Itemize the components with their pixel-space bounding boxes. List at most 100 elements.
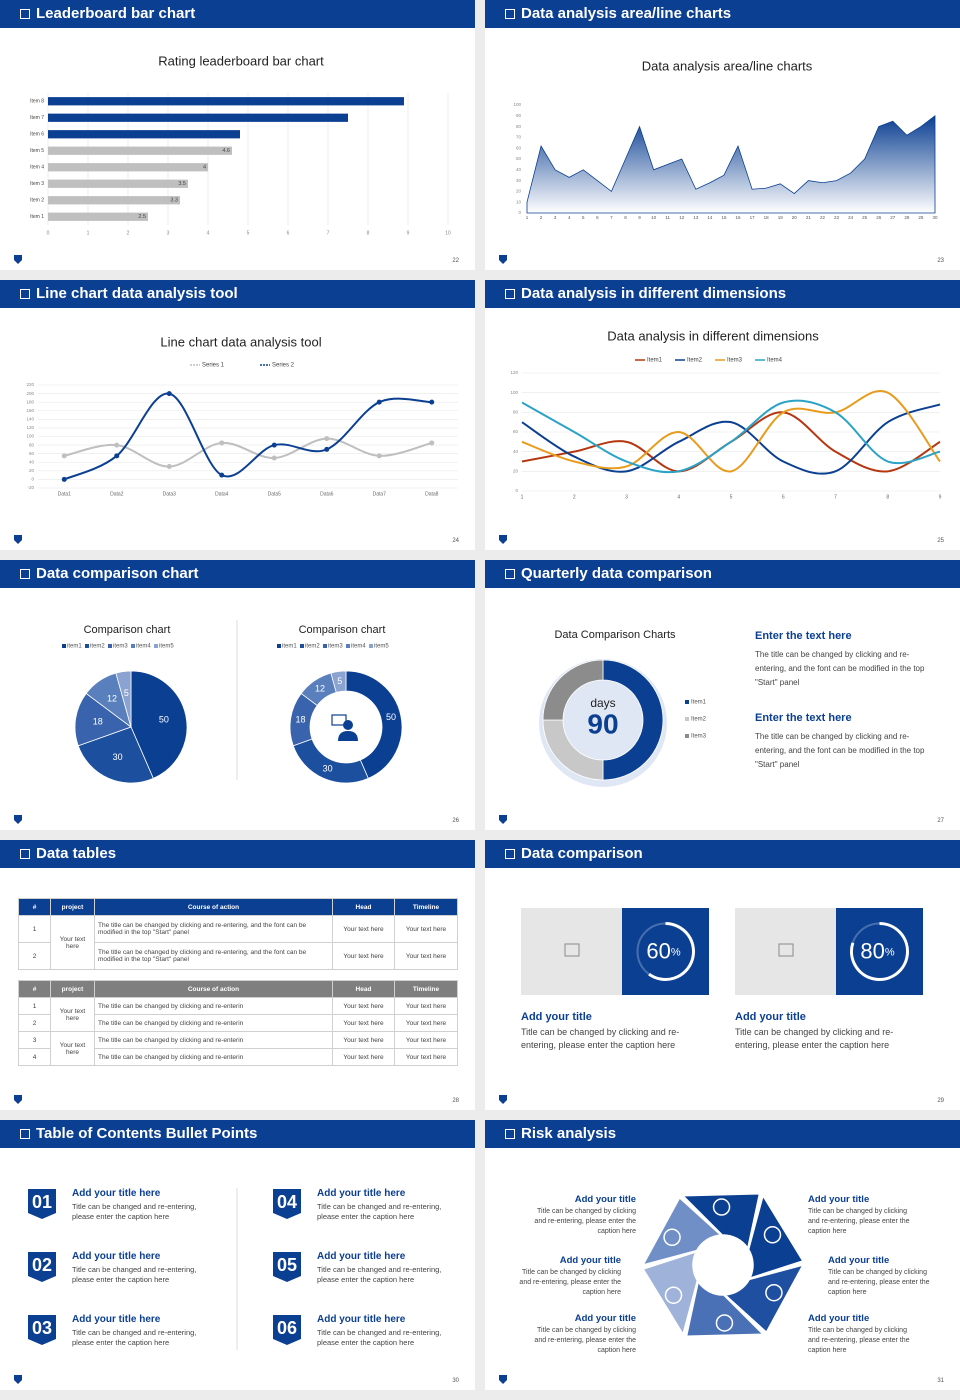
point [114, 442, 120, 448]
page-number: 26 [452, 818, 459, 824]
bar [48, 146, 232, 155]
x-tick-label: 26 [876, 215, 882, 220]
x-tick-label: 28 [904, 215, 910, 220]
column-header: Head [332, 980, 395, 998]
card-caption: Title can be changed by clicking and re-… [735, 1027, 894, 1050]
number-badge [273, 1189, 301, 1219]
slice-label: 30 [323, 764, 333, 774]
y-tick-label: 90 [516, 113, 522, 118]
slide-header: Data comparison [485, 840, 960, 868]
bar [48, 97, 404, 106]
slice [330, 670, 347, 693]
risk-caption: Title can be changed by clicking and re-… [828, 1269, 930, 1296]
card-caption: Title can be changed by clicking and re-… [521, 1027, 680, 1050]
x-tick-label: 12 [679, 215, 685, 220]
data-table: # project Course of action Head Timeline 1 You… [18, 980, 458, 1066]
icon-part [331, 714, 347, 726]
row: 4 The title can be changed by clicking an… [18, 1048, 458, 1066]
slide: Risk analysis 31 Add your title Title can b… [485, 1120, 960, 1390]
risk-segment [641, 1250, 699, 1337]
item-title: Add your title here [72, 1314, 161, 1325]
x-tick-label: Data1 [58, 491, 72, 497]
percent-value: 80 [860, 938, 884, 963]
y-tick-label: 20 [29, 468, 35, 473]
legend-label: item2 [305, 644, 320, 650]
slice-label: 12 [315, 683, 325, 693]
slide: 01 02 03 04 05 06 Table of Contents Bullet Poi… [0, 1120, 475, 1390]
slide: Data tables 28 # project Course of action Hea… [0, 840, 475, 1110]
bar [48, 130, 240, 139]
slice [345, 670, 403, 779]
column-header: Timeline [394, 898, 458, 916]
legend-swatch [108, 644, 112, 648]
x-tick-label: 1 [521, 494, 524, 500]
image-placeholder [735, 908, 836, 995]
slice [542, 659, 604, 721]
row: 1 Your text here The title can be changed … [18, 997, 458, 1032]
x-tick-label: Data2 [110, 491, 124, 497]
y-tick-label: 120 [510, 370, 518, 375]
slide-header: Table of Contents Bullet Points [0, 1120, 475, 1148]
x-tick-label: 3 [625, 494, 628, 500]
legend-label: Series 1 [202, 363, 225, 369]
column-header: # [18, 898, 51, 916]
legend-label: item1 [282, 644, 297, 650]
cell: Your text here [394, 942, 458, 970]
x-tick-label: 5 [247, 230, 250, 236]
cell: 2 [18, 1014, 51, 1032]
value-label: 3.5 [178, 181, 186, 187]
x-tick-label: 7 [834, 494, 837, 500]
legend-label: item3 [328, 644, 343, 650]
logo [14, 255, 22, 264]
cell: Your text here [50, 997, 95, 1032]
center-label: days [590, 696, 615, 710]
legend-label: Item2 [687, 358, 703, 364]
risk-segment [747, 1193, 805, 1280]
x-tick-label: 10 [651, 215, 657, 220]
legend-label: item5 [374, 644, 389, 650]
y-tick-label: 20 [513, 469, 519, 474]
cell: Your text here [394, 915, 458, 943]
x-tick-label: 6 [782, 494, 785, 500]
risk-segment [685, 1280, 765, 1337]
slice-label: 50 [386, 712, 396, 722]
item-number: 04 [277, 1192, 297, 1212]
legend-label: item4 [136, 644, 151, 650]
slice [130, 670, 188, 779]
risk-icon [715, 1314, 734, 1332]
x-tick-label: 21 [806, 215, 812, 220]
item-caption: Title can be changed and re-entering, pl… [72, 1265, 197, 1284]
y-tick-label: 50 [516, 156, 522, 161]
point [324, 436, 330, 442]
slide-graphics: Data analysis area/line charts 0 10 20 30 40 5… [499, 58, 938, 264]
x-tick-label: 5 [730, 494, 733, 500]
block-title: Enter the text here [755, 630, 852, 642]
chart-title: Comparison chart [299, 624, 386, 636]
legend-swatch [685, 734, 689, 738]
progress-arc [648, 922, 695, 981]
item-number: 01 [32, 1192, 52, 1212]
number-badge [28, 1315, 56, 1345]
point [219, 440, 225, 446]
legend-label: item5 [159, 644, 174, 650]
value-label: 4 [203, 165, 206, 171]
risk-title: Add your title [808, 1194, 870, 1205]
point [219, 472, 225, 478]
x-tick-label: 3 [167, 230, 170, 236]
number-badge [273, 1252, 301, 1282]
point [166, 464, 172, 470]
legend-swatch [685, 717, 689, 721]
cell: 2 [18, 942, 51, 970]
row: 1 Your text here The title can be changed … [18, 915, 458, 970]
slide-graphics [14, 1095, 22, 1104]
x-tick-label: 30 [932, 215, 938, 220]
y-tick-label: 220 [26, 382, 34, 387]
column-header: # [18, 980, 51, 998]
slide: Data analysis area/line charts 0 10 20 30 40 5… [485, 0, 960, 270]
x-tick-label: 5 [582, 215, 585, 220]
category-label: Item 1 [30, 214, 44, 220]
block-title: Enter the text here [755, 712, 852, 724]
legend-label: Item1 [647, 358, 663, 364]
bar [48, 113, 348, 122]
